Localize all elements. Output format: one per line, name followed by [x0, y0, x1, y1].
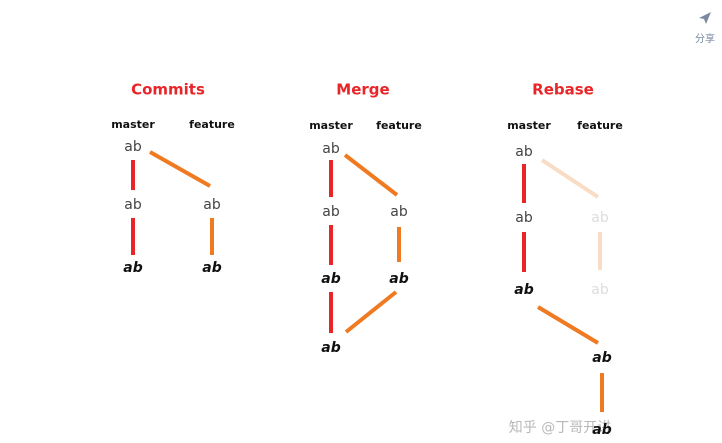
- commit-node: ab: [515, 210, 533, 226]
- panel-title: Commits: [131, 81, 205, 99]
- commit-node: ab: [124, 197, 142, 213]
- commit-node: ab: [592, 350, 611, 366]
- commit-node: ab: [592, 422, 611, 438]
- edge: [343, 153, 399, 197]
- edge: [344, 290, 398, 334]
- commit-node: ab: [203, 197, 221, 213]
- panel-title: Merge: [336, 81, 389, 99]
- commit-node: ab: [202, 260, 221, 276]
- branch-label: master: [111, 118, 155, 131]
- watermark: 知乎 @丁哥开讲: [509, 419, 611, 436]
- share-button[interactable]: 分享: [695, 12, 715, 45]
- commit-node: ab: [389, 271, 408, 287]
- edge: [536, 305, 600, 345]
- commit-node: ab: [591, 282, 609, 298]
- edge: [540, 158, 600, 199]
- panel-title: Rebase: [532, 81, 594, 99]
- commit-node: ab: [515, 144, 533, 160]
- branch-label: master: [309, 119, 353, 132]
- commit-node: ab: [390, 204, 408, 220]
- commit-node: ab: [124, 139, 142, 155]
- commit-node: ab: [322, 141, 340, 157]
- commit-node: ab: [123, 260, 142, 276]
- branch-label: master: [507, 119, 551, 132]
- commit-node: ab: [514, 282, 533, 298]
- branch-label: feature: [577, 119, 623, 132]
- share-icon: [699, 12, 711, 24]
- edge: [149, 150, 211, 188]
- commit-node: ab: [321, 340, 340, 356]
- commit-node: ab: [322, 204, 340, 220]
- branch-label: feature: [376, 119, 422, 132]
- branch-label: feature: [189, 118, 235, 131]
- commit-node: ab: [321, 271, 340, 287]
- share-label: 分享: [695, 32, 715, 45]
- commit-node: ab: [591, 210, 609, 226]
